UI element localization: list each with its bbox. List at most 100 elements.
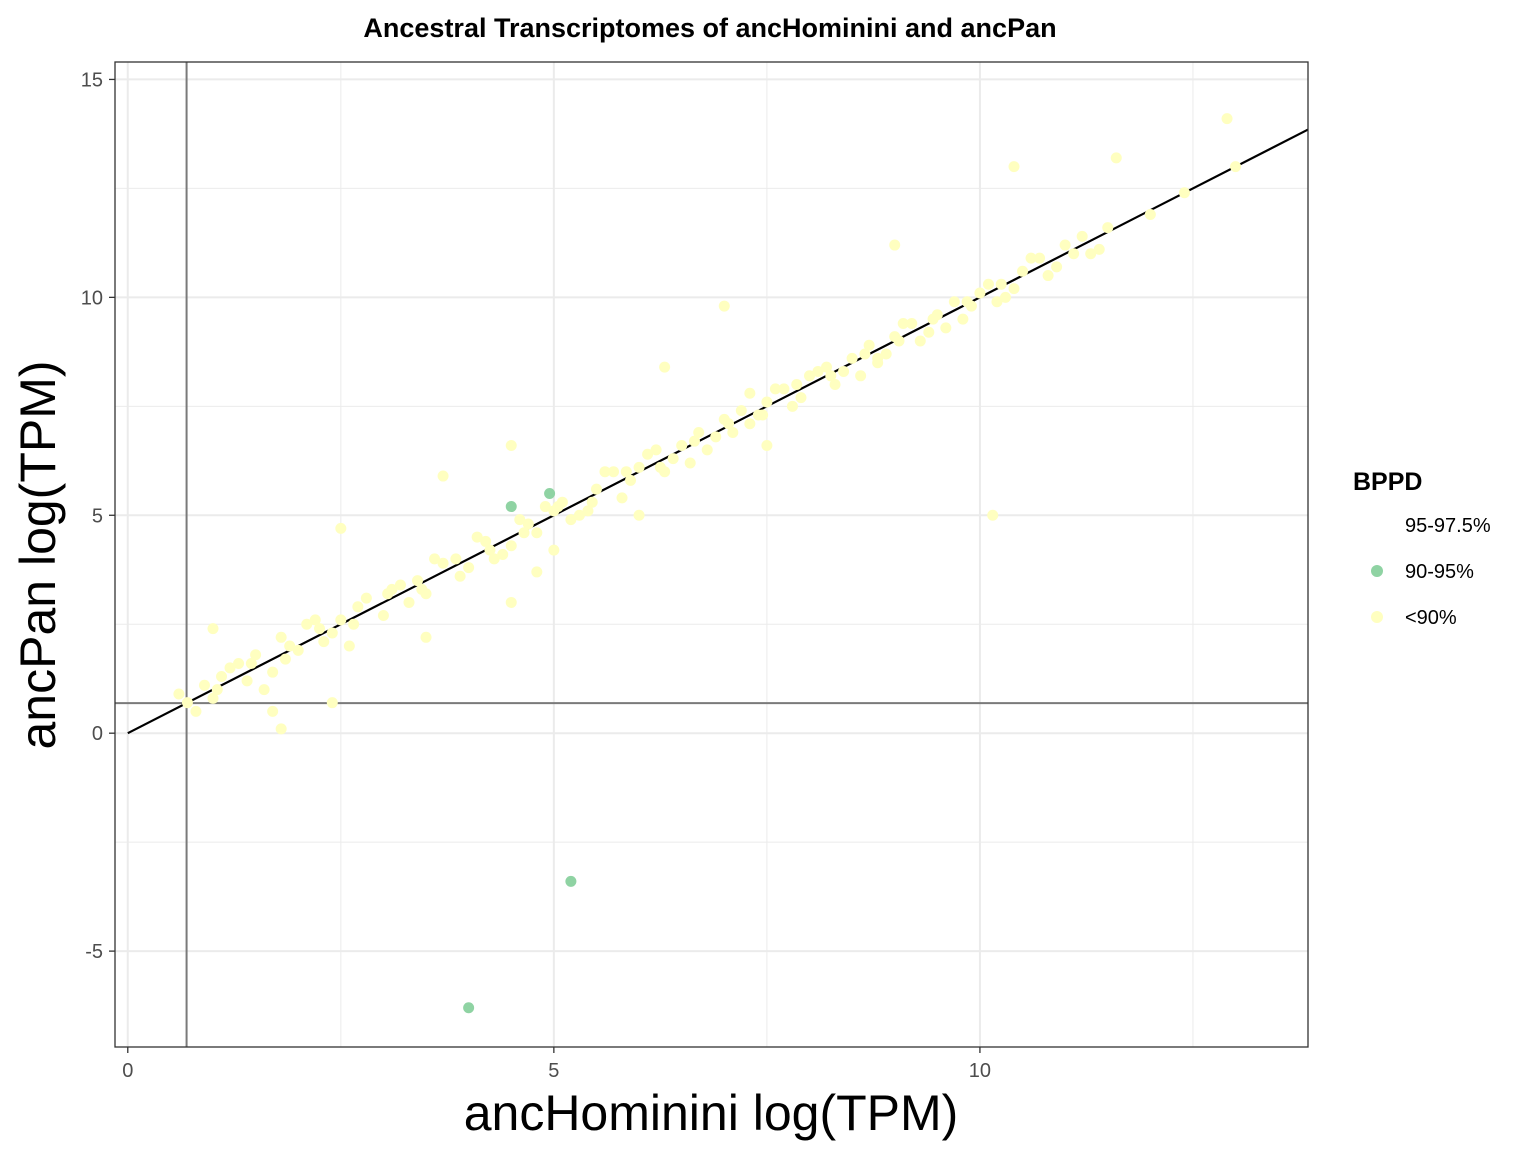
data-point-lt90 [552,501,564,513]
data-point-lt90 [267,705,279,717]
data-point-lt90 [245,657,257,669]
data-point-lt90 [906,318,918,330]
data-point-lt90 [987,509,999,521]
data-point-lt90 [420,631,432,643]
data-point-lt90 [352,601,364,613]
data-point-lt90 [403,596,415,608]
data-point-lt90 [233,657,245,669]
data-point-lt90 [991,296,1003,308]
data-point-lt90 [1093,243,1105,255]
data-point-lt90 [1068,248,1080,260]
data-point-lt90 [1144,209,1156,221]
data-point-lt90 [429,553,441,565]
data-point-lt90 [914,335,926,347]
data-point-lt90 [488,553,500,565]
data-point-lt90 [292,644,304,656]
data-point-lt90 [701,444,713,456]
data-point-lt90 [897,318,909,330]
x-axis-ticks: 0 5 10 [122,1047,991,1082]
data-point-lt90 [1034,252,1046,264]
data-point-lt90 [961,296,973,308]
data-point-lt90 [318,636,330,648]
data-point-lt90 [1230,161,1242,173]
data-point-lt90 [633,509,645,521]
reference-lines [115,62,1309,1047]
data-point-lt90 [1008,161,1020,173]
x-tick-label: 10 [969,1060,991,1082]
data-point-lt90 [314,623,326,635]
data-point-lt90 [343,640,355,652]
data-point-lt90 [718,300,730,312]
plot-panel-border [114,61,1309,1048]
data-point-lt90 [872,352,884,364]
data-point-lt90 [258,684,270,696]
data-point-lt90 [995,278,1007,290]
data-point-lt90 [309,614,321,626]
data-point-lt90 [957,313,969,325]
data-point-lt90 [769,383,781,395]
data-point-lt90 [948,296,960,308]
data-point-lt90 [654,461,666,473]
data-point-lt90 [173,688,185,700]
data-point-lt90 [326,697,338,709]
data-point-lt90 [565,514,577,526]
data-point-lt90 [518,527,530,539]
data-point-lt90 [267,666,279,678]
y-axis-ticks: -5 0 5 10 15 [81,69,115,963]
data-point-lt90 [207,623,219,635]
data-point-lt90 [1051,261,1063,273]
data-point-lt90 [821,361,833,373]
data-point-lt90 [211,684,223,696]
legend-title: BPPD [1353,468,1422,496]
data-point-lt90 [1085,248,1097,260]
data-point-lt90 [412,575,424,587]
data-point-lt90 [335,522,347,534]
data-point-lt90 [224,662,236,674]
data-point-lt90 [454,570,466,582]
data-point-lt90 [335,614,347,626]
grid-lines [115,62,1308,1047]
data-point-lt90 [599,466,611,478]
data-point-90-95 [544,487,556,499]
data-point-lt90 [275,723,287,735]
identity-line [127,128,1309,735]
y-tick-label: 0 [92,723,103,745]
data-point-lt90 [326,627,338,639]
data-point-lt90 [667,453,679,465]
data-point-lt90 [450,553,462,565]
data-point-lt90 [625,474,637,486]
legend-key [1371,519,1383,531]
data-point-lt90 [893,335,905,347]
data-point-lt90 [829,379,841,391]
data-point-lt90 [616,492,628,504]
data-point-lt90 [693,426,705,438]
data-point-lt90 [198,679,210,691]
data-point-lt90 [744,387,756,399]
data-point-lt90 [1076,230,1088,242]
data-point-lt90 [761,440,773,452]
data-point-lt90 [480,535,492,547]
data-point-lt90 [437,557,449,569]
data-point-lt90 [539,501,551,513]
data-point-90-95 [505,501,517,513]
data-point-lt90 [757,409,769,421]
data-point-lt90 [181,697,193,709]
legend-key [1371,611,1383,623]
data-point-lt90 [573,509,585,521]
data-point-lt90 [795,392,807,404]
data-point-lt90 [1110,152,1122,164]
data-point-lt90 [855,370,867,382]
data-point-lt90 [548,544,560,556]
data-point-lt90 [279,653,291,665]
data-point-lt90 [676,440,688,452]
data-point-lt90 [497,549,509,560]
data-point-lt90 [505,440,517,452]
data-point-lt90 [377,610,389,622]
data-point-lt90 [590,483,602,495]
data-point-90-95 [565,875,577,887]
data-point-lt90 [659,361,671,373]
data-point-lt90 [825,370,837,382]
legend-label: 95-97.5% [1405,515,1491,537]
data-point-lt90 [348,618,360,630]
data-point-lt90 [684,457,696,469]
